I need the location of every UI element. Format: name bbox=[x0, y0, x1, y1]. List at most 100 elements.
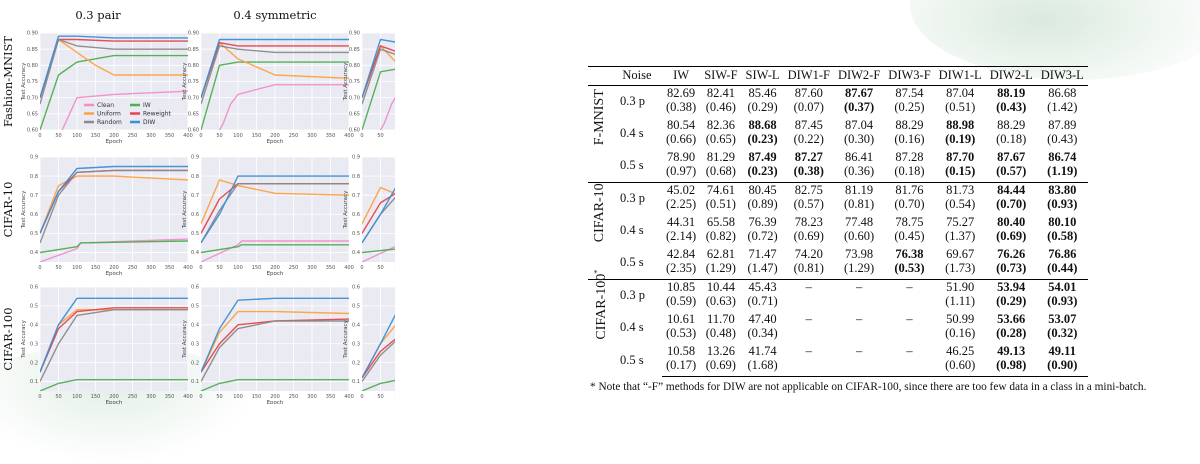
series-line-uniform bbox=[40, 175, 188, 234]
y-tick-label: 0.90 bbox=[188, 31, 199, 37]
noise-cell: 0.3 p bbox=[612, 84, 662, 118]
best-value: (0.58) bbox=[1047, 229, 1078, 243]
x-tick-label: 100 bbox=[394, 394, 395, 400]
mean-cell: 74.61 bbox=[700, 181, 742, 197]
std-cell: (1.68) bbox=[741, 358, 784, 377]
std-cell: (0.38) bbox=[784, 164, 834, 182]
x-tick-label: 50 bbox=[55, 394, 61, 400]
mean-cell: 87.70 bbox=[935, 150, 986, 165]
legend-box bbox=[80, 99, 172, 127]
std-cell: (0.43) bbox=[1047, 132, 1078, 146]
mean-cell: 87.60 bbox=[783, 84, 834, 100]
series-line-clean bbox=[362, 245, 395, 262]
std-cell: (1.37) bbox=[945, 229, 976, 243]
mean-cell: 53.66 bbox=[986, 312, 1037, 327]
best-value: 87.49 bbox=[748, 149, 777, 164]
x-tick-label: 0 bbox=[199, 133, 202, 139]
mean-cell: 87.28 bbox=[895, 149, 924, 164]
x-tick-label: 300 bbox=[307, 265, 317, 271]
std-cell: (0.22) bbox=[793, 132, 824, 146]
x-tick-label: 350 bbox=[326, 394, 336, 400]
mean-cell: 88.29 bbox=[997, 117, 1026, 132]
x-tick-label: 0 bbox=[360, 265, 363, 271]
std-cell: (0.93) bbox=[1037, 197, 1088, 215]
table-row: 0.4 s 80.54 82.36 88.68 87.45 87.04 88.29 88.98… bbox=[588, 117, 1088, 141]
noise-cell: 0.4 s bbox=[620, 223, 644, 238]
std-cell: (1.29) bbox=[705, 261, 736, 275]
column-header: IW bbox=[662, 66, 701, 86]
std-cell bbox=[834, 326, 884, 344]
subplot: 0 50 100 150 200 250 300 350 400 0.4 0.5 0.6 0.7 0.8 0… bbox=[182, 155, 354, 277]
mean-cell: 76.26 bbox=[986, 247, 1037, 262]
table-row: 0.5 s 10.58 13.26 41.74 – – – 46.25 49.13 49.11 bbox=[588, 343, 1088, 367]
x-tick-label: 50 bbox=[216, 133, 222, 139]
x-tick-label: 50 bbox=[55, 133, 61, 139]
series-line-iw bbox=[362, 248, 395, 254]
series-group bbox=[362, 38, 395, 130]
column-header: DIW2-F bbox=[833, 66, 885, 86]
x-tick-label: 200 bbox=[109, 265, 119, 271]
plot-area bbox=[362, 157, 395, 262]
mean-cell: 50.99 bbox=[946, 311, 975, 326]
y-axis-label: Test Accuracy bbox=[343, 319, 349, 358]
std-cell: (0.36) bbox=[844, 164, 875, 178]
std-cell: (0.15) bbox=[935, 164, 986, 182]
x-tick-label: 0 bbox=[360, 394, 363, 400]
x-tick-label: 250 bbox=[128, 265, 138, 271]
mean-cell: – bbox=[855, 343, 863, 358]
mean-cell: 88.98 bbox=[935, 118, 986, 133]
x-tick-label: 400 bbox=[183, 394, 193, 400]
std-cell: (1.73) bbox=[945, 261, 976, 275]
x-tick-label: 400 bbox=[183, 133, 193, 139]
y-tick-label: 0.7 bbox=[352, 193, 360, 199]
best-value: (0.44) bbox=[1047, 261, 1078, 275]
y-tick-label: 0.65 bbox=[188, 112, 199, 118]
std-cell: (0.54) bbox=[945, 197, 976, 211]
series-group bbox=[201, 38, 349, 130]
table-row: 0.4 s 10.61 11.70 47.40 – – – 50.99 53.66 53.07 bbox=[588, 311, 1088, 335]
series-group bbox=[201, 297, 349, 391]
mean-cell: 88.19 bbox=[985, 84, 1037, 100]
best-value: (0.53) bbox=[894, 261, 925, 275]
y-tick-label: 0.7 bbox=[191, 193, 199, 199]
best-value: 87.70 bbox=[946, 149, 975, 164]
x-tick-label: 100 bbox=[233, 265, 243, 271]
y-tick-label: 0.2 bbox=[352, 360, 360, 366]
series-line-iw bbox=[362, 379, 395, 391]
mean-cell: 41.74 bbox=[748, 343, 777, 358]
x-tick-label: 200 bbox=[109, 394, 119, 400]
series-line-random bbox=[40, 169, 188, 244]
x-axis-label: Epoch bbox=[106, 139, 123, 145]
series-line-random bbox=[362, 340, 395, 382]
subplot: 0 50 100 150 200 250 300 350 400 0.60 0.65 0.70 0.75… bbox=[21, 31, 193, 145]
std-cell: (1.42) bbox=[1047, 100, 1078, 114]
x-tick-label: 250 bbox=[289, 394, 299, 400]
best-value: 88.68 bbox=[748, 117, 777, 132]
column-header: DIW1-F bbox=[783, 66, 834, 86]
table-footnote: * Note that “-F” methods for DIW are not… bbox=[590, 381, 1147, 393]
y-tick-label: 0.65 bbox=[349, 112, 360, 118]
x-tick-label: 200 bbox=[270, 133, 280, 139]
series-line-iw bbox=[201, 244, 349, 254]
best-value: 53.66 bbox=[997, 311, 1026, 326]
std-cell: (0.81) bbox=[793, 261, 824, 275]
noise-cell: 0.5 s bbox=[620, 352, 644, 367]
mean-cell: 49.13 bbox=[986, 344, 1037, 359]
mean-cell: 10.58 bbox=[667, 343, 696, 358]
series-line-clean bbox=[201, 240, 349, 262]
mean-cell: 87.67 bbox=[833, 84, 885, 100]
mean-cell: 88.68 bbox=[742, 118, 784, 133]
std-cell: (0.59) bbox=[666, 294, 697, 308]
std-cell: (0.81) bbox=[844, 197, 875, 211]
y-tick-label: 0.1 bbox=[191, 379, 199, 385]
mean-cell: 46.25 bbox=[946, 343, 975, 358]
std-cell: (0.70) bbox=[894, 197, 925, 211]
group-label: CIFAR-10 bbox=[588, 181, 612, 279]
column-header: DIW1-L bbox=[934, 66, 986, 86]
mean-cell: 44.31 bbox=[667, 214, 696, 229]
mean-cell: 80.45 bbox=[741, 181, 784, 197]
x-tick-label: 350 bbox=[165, 133, 175, 139]
x-axis-label: Epoch bbox=[267, 139, 284, 145]
best-value: (0.98) bbox=[996, 358, 1027, 372]
std-cell: (0.43) bbox=[986, 100, 1037, 118]
